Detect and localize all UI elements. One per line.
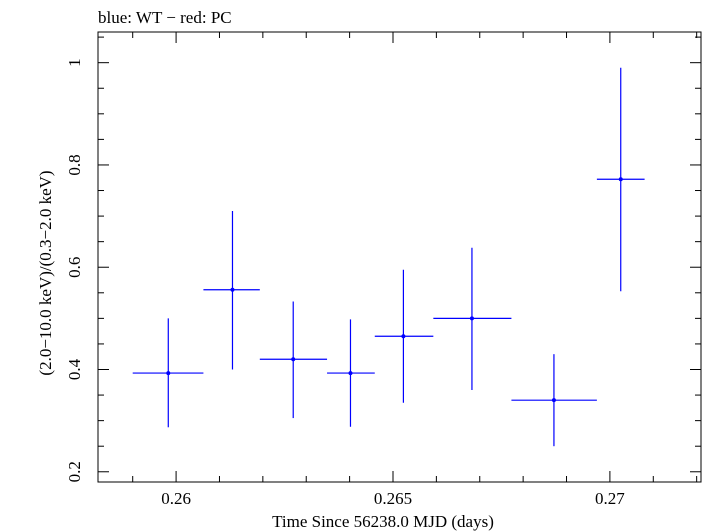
point-marker xyxy=(401,334,406,339)
point-marker xyxy=(618,177,623,182)
point-marker xyxy=(348,371,353,376)
x-tick-label: 0.26 xyxy=(161,489,191,508)
x-tick-label: 0.27 xyxy=(595,489,625,508)
x-tick-label: 0.265 xyxy=(374,489,412,508)
data-point xyxy=(203,210,260,370)
x-axis-label: Time Since 56238.0 MJD (days) xyxy=(272,512,494,531)
data-point xyxy=(596,67,645,292)
data-point xyxy=(433,247,512,390)
y-tick-label: 0.2 xyxy=(65,461,84,482)
y-tick-label: 0.6 xyxy=(65,257,84,278)
y-tick-label: 0.8 xyxy=(65,154,84,175)
chart-title: blue: WT − red: PC xyxy=(98,8,232,27)
point-marker xyxy=(469,316,474,321)
data-point xyxy=(374,269,434,403)
data-point xyxy=(327,319,375,427)
data-point xyxy=(259,301,328,419)
data-point xyxy=(132,318,204,428)
plot-frame xyxy=(97,31,702,483)
y-axis-label: (2.0−10.0 keV)/(0.3−2.0 keV) xyxy=(36,170,55,375)
data-points xyxy=(132,67,645,447)
y-tick-label: 0.4 xyxy=(65,358,84,380)
point-marker xyxy=(166,371,171,376)
data-point xyxy=(511,354,597,447)
y-tick-label: 1 xyxy=(65,58,84,67)
point-marker xyxy=(551,398,556,403)
axis-ticks: 0.26 0.265 0.27 0.2 0.4 0.6 0.8 1 xyxy=(65,32,701,508)
point-marker xyxy=(230,287,235,292)
point-marker xyxy=(291,357,296,362)
